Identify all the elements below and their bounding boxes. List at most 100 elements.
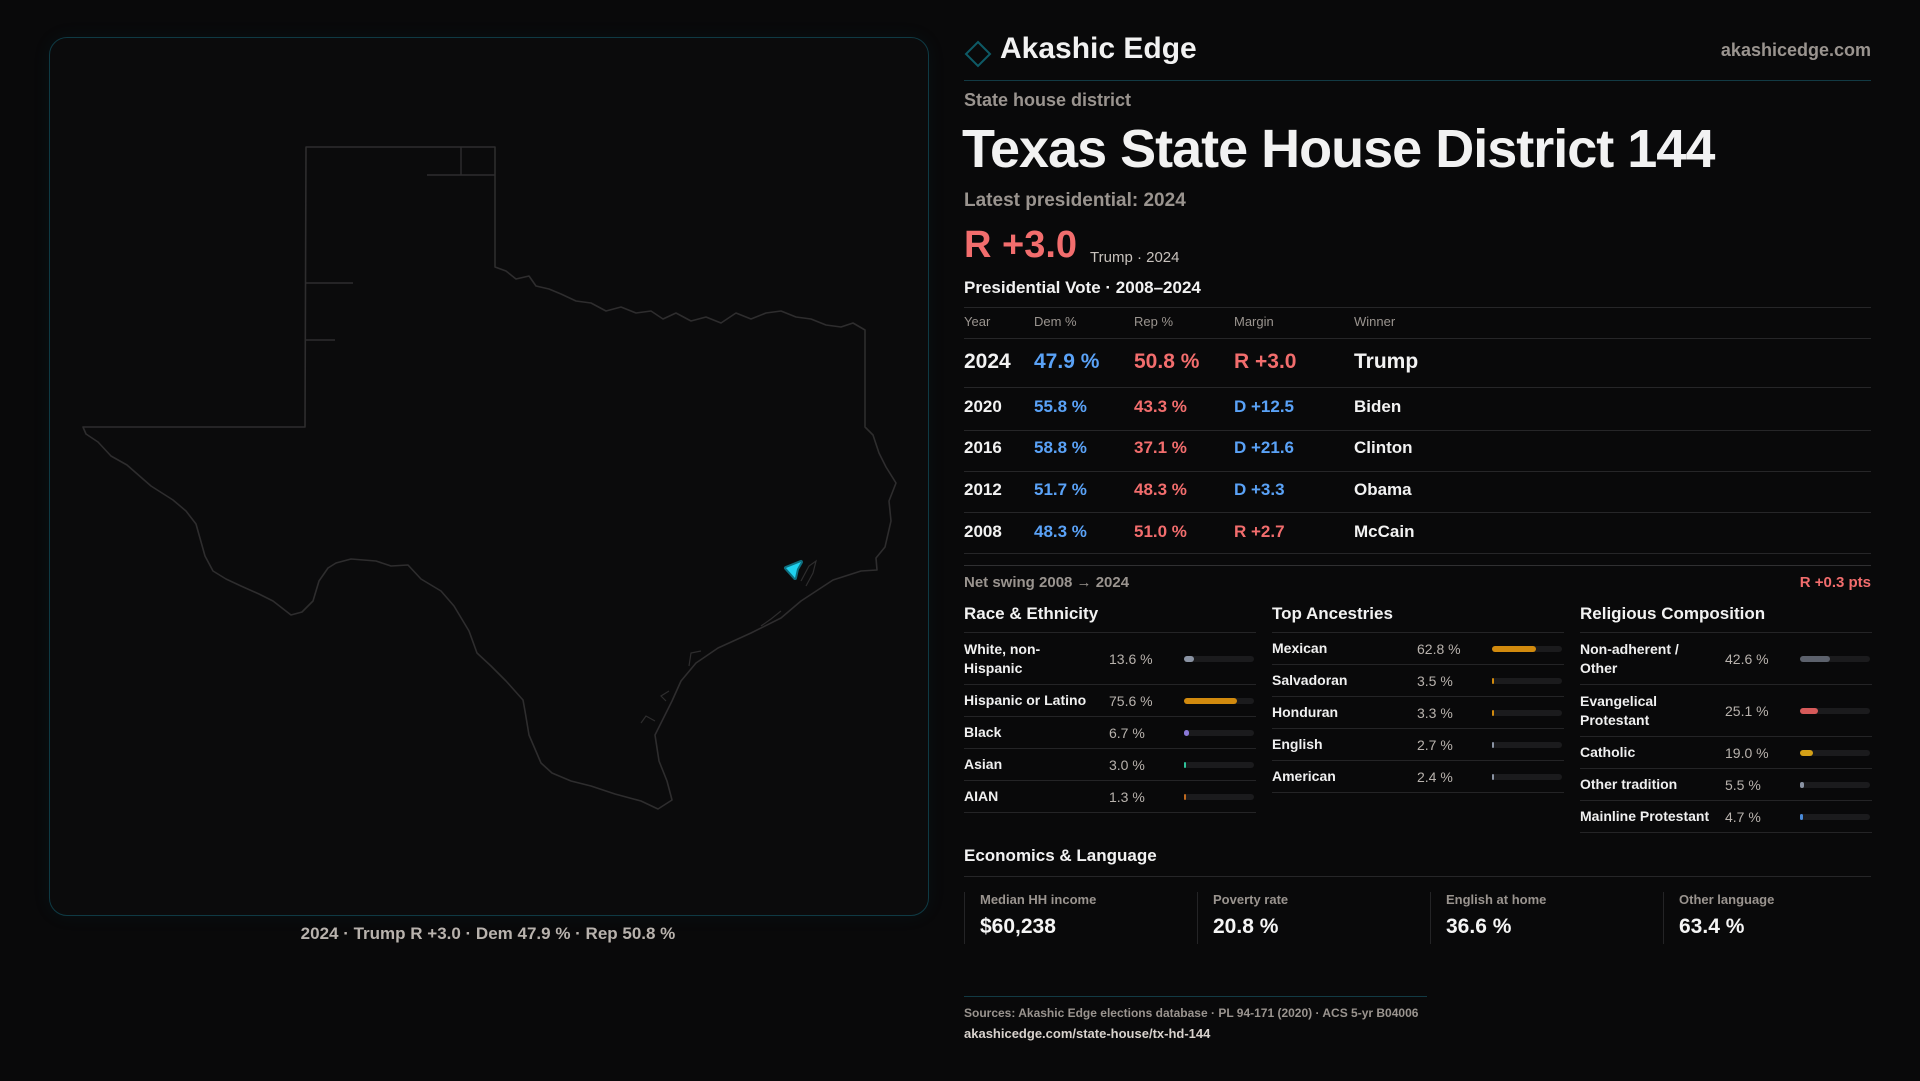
stat-label: Mexican <box>1272 640 1328 656</box>
stat-bar-track <box>1492 709 1562 716</box>
bay-coastline <box>640 559 817 724</box>
rep-pct: 43.3 % <box>1134 397 1187 416</box>
stat-row: Mexican 62.8 % <box>1272 633 1564 665</box>
stat-bar-fill <box>1800 749 1814 756</box>
divider <box>964 565 1871 566</box>
card-label: Other language <box>1679 892 1775 907</box>
card-poverty-rate: Poverty rate 20.8 % <box>1197 892 1430 944</box>
dem-pct: 48.3 % <box>1034 522 1087 541</box>
stat-value: 2.4 % <box>1417 768 1453 785</box>
card-value: 20.8 % <box>1213 915 1279 938</box>
stat-row: English 2.7 % <box>1272 729 1564 761</box>
texas-outline <box>82 146 897 810</box>
stat-value: 6.7 % <box>1109 724 1145 741</box>
card-value: 36.6 % <box>1446 915 1512 938</box>
stat-bar-fill <box>1184 729 1189 736</box>
stat-value: 4.7 % <box>1725 808 1761 825</box>
stat-bar-track <box>1800 707 1870 714</box>
district-144-highlight[interactable] <box>784 560 803 580</box>
divider <box>964 553 1871 554</box>
stat-bar-fill <box>1184 761 1187 768</box>
vote-table-title: Presidential Vote · 2008–2024 <box>964 278 1201 297</box>
stat-bar-fill <box>1800 813 1804 820</box>
race-list: White, non-Hispanic 13.6 % Hispanic or Lat… <box>964 632 1256 813</box>
stat-bar-track <box>1184 793 1254 800</box>
stat-bar-track <box>1800 781 1870 788</box>
stat-value: 19.0 % <box>1725 744 1769 761</box>
dem-pct: 55.8 % <box>1034 397 1087 416</box>
card-label: Median HH income <box>980 892 1097 907</box>
stat-row: Non-adherent / Other 42.6 % <box>1580 633 1872 685</box>
winner: Obama <box>1354 480 1412 499</box>
stat-row: Asian 3.0 % <box>964 749 1256 781</box>
rep-pct: 48.3 % <box>1134 480 1187 499</box>
winner: McCain <box>1354 522 1415 541</box>
stat-bar-fill <box>1492 741 1494 748</box>
card-english-at-home: English at home 36.6 % <box>1430 892 1663 944</box>
stat-value: 1.3 % <box>1109 788 1145 805</box>
stat-label: Non-adherent / Other <box>1580 640 1679 676</box>
stat-label: Hispanic or Latino <box>964 692 1087 708</box>
rep-pct: 51.0 % <box>1134 522 1187 541</box>
brand-name: Akashic Edge <box>1000 32 1197 65</box>
title-state: Texas <box>962 119 1107 179</box>
stat-bar-fill <box>1800 655 1830 662</box>
card-median-income: Median HH income $60,238 <box>964 892 1197 944</box>
stat-bar-fill <box>1492 773 1494 780</box>
stat-bar-track <box>1800 749 1870 756</box>
stat-bar-fill <box>1800 781 1804 788</box>
col-year: Year <box>964 314 991 329</box>
divider <box>964 996 1427 997</box>
map-panel[interactable] <box>49 37 929 916</box>
stat-bar-fill <box>1184 697 1237 704</box>
religion-title: Religious Composition <box>1580 604 1766 623</box>
stat-value: 2.7 % <box>1417 736 1453 753</box>
dem-pct: 51.7 % <box>1034 480 1087 499</box>
stat-label: Catholic <box>1580 744 1636 760</box>
stat-value: 62.8 % <box>1417 640 1461 657</box>
brand-site-link[interactable]: akashicedge.com <box>1720 40 1871 60</box>
page-url-link[interactable]: akashicedge.com/state-house/tx-hd-144 <box>964 1026 1211 1041</box>
rep-pct: 50.8 % <box>1134 350 1200 373</box>
divider <box>964 80 1871 81</box>
stat-row: American 2.4 % <box>1272 761 1564 793</box>
latest-margin: R +3.0 <box>964 224 1078 266</box>
county-lines <box>306 147 495 341</box>
race-title: Race & Ethnicity <box>964 604 1099 623</box>
stat-value: 42.6 % <box>1725 650 1769 667</box>
col-winner: Winner <box>1354 314 1396 329</box>
divider <box>964 307 1871 308</box>
margin: R +2.7 <box>1234 522 1285 541</box>
margin: D +12.5 <box>1234 397 1295 416</box>
rep-pct: 37.1 % <box>1134 438 1187 457</box>
stat-label: Asian <box>964 756 1003 772</box>
winner: Clinton <box>1354 438 1413 457</box>
ancestry-title: Top Ancestries <box>1272 604 1393 623</box>
margin: D +21.6 <box>1234 438 1295 457</box>
divider <box>964 430 1871 431</box>
stat-bar-fill <box>1800 707 1818 714</box>
stat-bar-track <box>1492 773 1562 780</box>
stat-row: Black 6.7 % <box>964 717 1256 749</box>
stat-bar-track <box>1184 761 1254 768</box>
stat-value: 75.6 % <box>1109 692 1153 709</box>
ancestry-list: Mexican 62.8 % Salvadoran 3.5 % Honduran 3.3 … <box>1272 632 1564 793</box>
col-dem: Dem % <box>1034 314 1077 329</box>
stat-value: 25.1 % <box>1725 702 1769 719</box>
stat-value: 13.6 % <box>1109 650 1153 667</box>
latest-presidential-label: Latest presidential: 2024 <box>964 190 1186 211</box>
stat-bar-fill <box>1492 709 1495 716</box>
title-district: State House District 144 <box>1120 119 1715 179</box>
card-other-language: Other language 63.4 % <box>1663 892 1896 944</box>
stat-label: Evangelical Protestant <box>1580 692 1658 728</box>
divider <box>964 338 1871 339</box>
divider <box>964 876 1871 877</box>
stat-value: 3.0 % <box>1109 756 1145 773</box>
kicker: State house district <box>964 90 1132 110</box>
logo-diamond-icon <box>964 40 992 68</box>
card-value: $60,238 <box>980 915 1056 938</box>
year: 2008 <box>964 522 1002 541</box>
winner: Biden <box>1354 397 1402 416</box>
stat-bar-fill <box>1184 793 1186 800</box>
